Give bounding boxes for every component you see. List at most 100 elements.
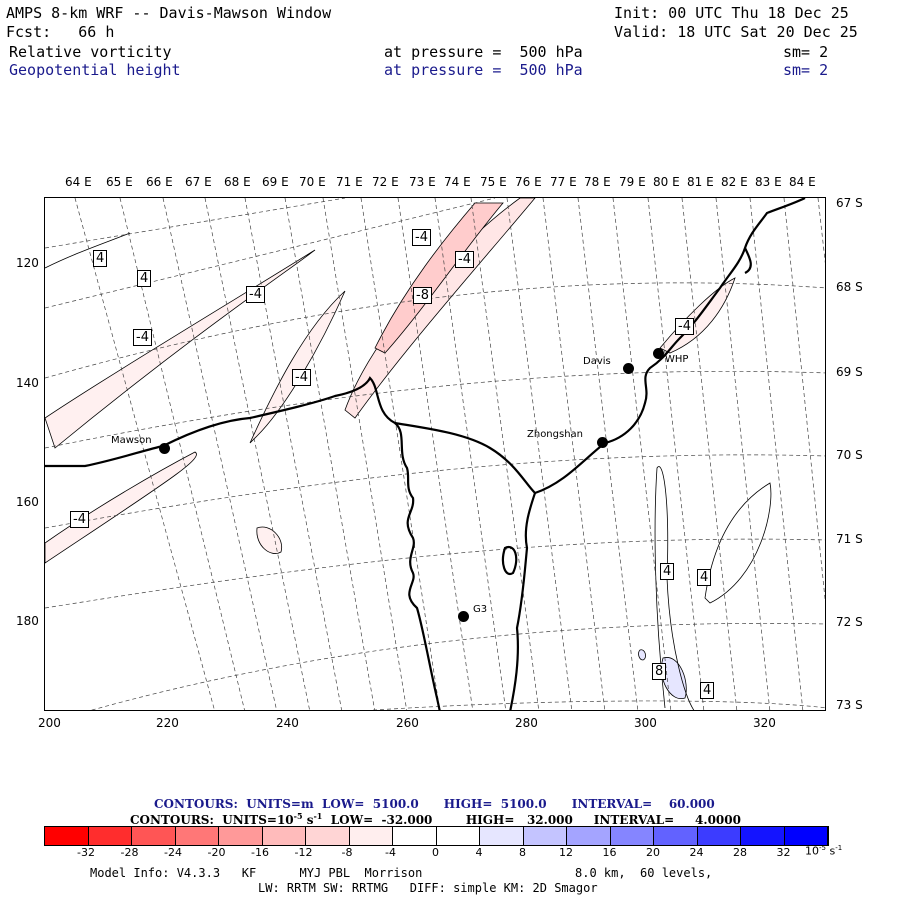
contour-label: -4 (675, 318, 694, 335)
vort-contour-low: LOW= -32.000 (322, 813, 433, 827)
x-tick-label: 320 (753, 716, 776, 730)
station-label-whp: WHP (665, 354, 689, 365)
lon-label: 65 E (106, 175, 133, 189)
colorbar-label: -20 (207, 846, 226, 859)
vort-unit-exp2: -1 (313, 811, 323, 821)
vorticity-blob (256, 526, 283, 554)
init-time: Init: 00 UTC Thu 18 Dec 25 (614, 4, 849, 22)
colorbar-label: 8 (519, 846, 526, 859)
vorticity-band-strong (374, 202, 504, 354)
lon-label: 80 E (653, 175, 680, 189)
station-dot-mawson (159, 443, 170, 454)
colorbar-swatch (393, 827, 437, 845)
colorbar-swatch (306, 827, 350, 845)
colorbar-label: -24 (164, 846, 182, 859)
valid-time: Valid: 18 UTC Sat 20 Dec 25 (614, 23, 858, 41)
x-tick-label: 200 (38, 716, 61, 730)
x-tick-label: 220 (156, 716, 179, 730)
colorbar-swatch (88, 827, 132, 845)
meridian (360, 198, 441, 710)
colorbar-swatch (610, 827, 654, 845)
meridian (542, 198, 606, 710)
lon-label: 76 E (515, 175, 542, 189)
height-contour-prefix: CONTOURS: UNITS=m LOW= 5100.0 (154, 797, 419, 811)
colorbar-unit-exp: -5 (819, 844, 826, 852)
y-tick-label: 160 (16, 495, 39, 509)
contour-label: -4 (70, 511, 89, 528)
lat-label: 73 S (836, 698, 863, 712)
lon-label: 68 E (224, 175, 251, 189)
contour-line (654, 466, 695, 710)
station-dot-g3 (458, 611, 469, 622)
meridians (74, 198, 825, 710)
contour-label: -4 (133, 329, 152, 346)
lon-label: 66 E (146, 175, 173, 189)
colorbar-label: -12 (294, 846, 313, 859)
model-info: Model Info: V4.3.3 KF MYJ PBL Morrison (90, 866, 423, 880)
colorbar-unit-s: s (825, 844, 836, 858)
colorbar-label: 24 (689, 846, 704, 859)
vort-unit-s: s (302, 813, 314, 827)
field1-name: Relative vorticity (9, 43, 172, 61)
meridian (506, 198, 573, 710)
lat-line (45, 198, 496, 309)
vort-contour-interval: INTERVAL= 4.0000 (593, 813, 741, 827)
contour-label: 4 (660, 563, 675, 580)
colorbar-swatch (784, 827, 828, 845)
lon-label: 74 E (444, 175, 471, 189)
field1-smoothing: sm= 2 (783, 43, 829, 61)
colorbar-label: -4 (385, 846, 396, 859)
contour-label: -8 (413, 287, 432, 304)
colorbar-label: -8 (341, 846, 353, 859)
lat-line (90, 622, 825, 710)
height-contour-high: HIGH= 5100.0 (443, 797, 547, 811)
contour-label: -4 (292, 369, 311, 386)
meridian (74, 198, 215, 710)
meridian (715, 198, 771, 710)
meridian (244, 198, 342, 710)
vorticity-band (45, 249, 316, 449)
meridian (612, 198, 672, 710)
colorbar-label: 20 (646, 846, 660, 859)
y-tick-label: 120 (16, 256, 39, 270)
colorbar-swatch (262, 827, 306, 845)
vorticity-blob-positive (638, 649, 646, 661)
lon-label: 70 E (299, 175, 326, 189)
field1-level: at pressure = 500 hPa (384, 43, 583, 61)
contour-label: -4 (455, 251, 474, 268)
lon-label: 69 E (262, 175, 289, 189)
lat-line (45, 198, 346, 249)
station-label-davis: Davis (583, 356, 611, 367)
station-dot-zhongshan (597, 437, 608, 448)
coastline (45, 198, 806, 710)
meridian (397, 198, 474, 710)
field2-smoothing: sm= 2 (783, 61, 829, 79)
lon-label: 73 E (409, 175, 436, 189)
meridian (162, 198, 277, 710)
colorbar-label: 28 (733, 846, 747, 859)
colorbar-label: 32 (776, 846, 791, 859)
model-title: AMPS 8-km WRF -- Davis-Mawson Window (6, 4, 332, 22)
y-tick-label: 180 (16, 614, 39, 628)
station-label-mawson: Mawson (111, 435, 152, 446)
colorbar-swatch (567, 827, 611, 845)
meridian (322, 198, 408, 710)
lat-label: 68 S (836, 280, 863, 294)
colorbar-label: -32 (77, 846, 95, 859)
height-contour-info: CONTOURS: UNITS=m LOW= 5100.0 HIGH= 5100… (154, 797, 715, 811)
model-physics: LW: RRTM SW: RRTMG DIFF: simple KM: 2D S… (258, 881, 598, 895)
colorbar-swatch (349, 827, 393, 845)
colorbar-swatch (436, 827, 480, 845)
colorbar-swatch (654, 827, 698, 845)
vort-unit-exp: -5 (293, 811, 303, 821)
vorticity-contours (45, 232, 772, 710)
meridian (749, 198, 804, 710)
x-tick-label: 260 (396, 716, 419, 730)
lon-label: 64 E (65, 175, 92, 189)
lat-label: 71 S (836, 532, 863, 546)
contour-label: 8 (652, 663, 667, 680)
station-dot-whp (653, 348, 664, 359)
vorticity-fill (45, 198, 736, 700)
colorbar-swatch (175, 827, 219, 845)
coastline-path (509, 492, 537, 710)
